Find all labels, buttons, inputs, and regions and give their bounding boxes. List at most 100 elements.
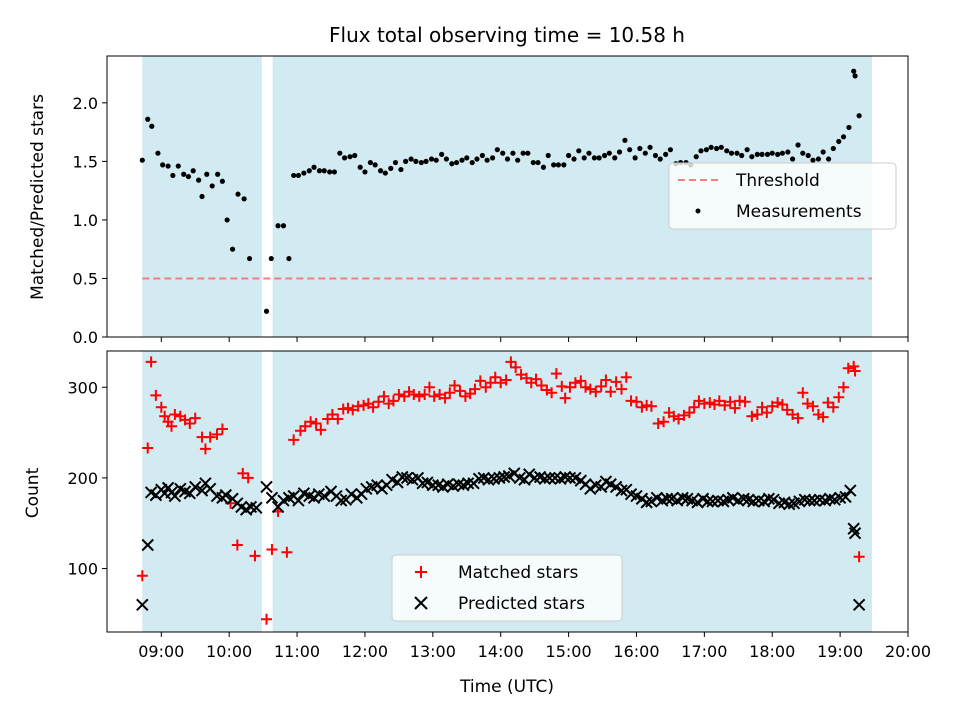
- measurement-point: [576, 148, 582, 154]
- measurement-point: [647, 144, 653, 150]
- matched-star-point: [454, 385, 466, 397]
- measurement-point: [337, 150, 343, 156]
- predicted-star-point: [497, 470, 511, 484]
- y-tick-label: 100: [67, 560, 98, 579]
- measurement-point: [224, 217, 230, 223]
- matched-star-point: [367, 401, 379, 413]
- measurement-point: [464, 155, 470, 161]
- matched-star-point: [249, 550, 261, 562]
- measurement-point: [785, 149, 791, 155]
- matched-star-point: [474, 375, 486, 387]
- legend-count: Matched stars Predicted stars: [391, 554, 623, 622]
- measurement-point: [235, 191, 241, 197]
- predicted-star-point: [523, 468, 536, 481]
- matched-star-point: [652, 418, 664, 430]
- predicted-star-point: [691, 496, 704, 509]
- matched-star-point: [807, 400, 819, 412]
- measurement-point: [642, 150, 648, 156]
- measurement-point: [612, 155, 618, 161]
- matched-star-point: [610, 376, 622, 388]
- predicted-star-point: [416, 477, 429, 490]
- x-axis-label: Time (UTC): [459, 677, 554, 697]
- measurement-point: [382, 170, 388, 176]
- matched-star-point: [569, 377, 581, 389]
- measurement-point: [219, 178, 225, 184]
- predicted-star-point: [538, 472, 552, 486]
- measurement-point: [571, 156, 577, 162]
- matched-star-point: [636, 401, 648, 413]
- matched-star-point: [145, 356, 157, 368]
- predicted-star-point: [219, 488, 232, 502]
- measurement-point: [494, 147, 500, 153]
- measurement-point: [327, 169, 333, 175]
- x-tick-label: 15:00: [546, 642, 592, 661]
- matched-star-point: [211, 428, 223, 440]
- matched-star-point: [772, 397, 784, 409]
- y-tick-label: 1.5: [73, 152, 98, 171]
- predicted-star-point: [345, 488, 358, 501]
- measurement-point: [840, 134, 847, 140]
- measurement-point: [815, 156, 821, 162]
- measurement-point: [775, 151, 781, 157]
- measurement-point: [540, 164, 547, 170]
- matched-star-point: [546, 387, 558, 399]
- measurement-point: [825, 156, 832, 162]
- predicted-star-point: [844, 484, 857, 497]
- measurement-point: [769, 150, 775, 156]
- predicted-star-point: [767, 493, 780, 506]
- measurement-point: [596, 155, 602, 161]
- x-tick-label: 10:00: [206, 642, 252, 661]
- matched-star-point: [842, 362, 854, 374]
- predicted-star-point: [136, 598, 149, 612]
- measurement-point: [275, 223, 281, 229]
- measurement-point: [316, 168, 323, 174]
- measurement-point: [728, 150, 735, 156]
- x-tick-label: 11:00: [274, 642, 320, 661]
- matched-star-point: [373, 396, 385, 408]
- measurement-point: [403, 158, 409, 164]
- predicted-star-point: [701, 495, 714, 508]
- measurement-point: [830, 145, 836, 152]
- matched-star-point: [505, 356, 517, 368]
- matched-star-point: [449, 379, 461, 391]
- measurement-point: [229, 246, 236, 252]
- matched-star-point: [169, 408, 181, 420]
- predicted-star-point: [848, 526, 862, 540]
- x-tick-label: 18:00: [749, 642, 795, 661]
- matched-star-point: [550, 368, 562, 380]
- measurement-point: [846, 124, 852, 131]
- measurement-point: [504, 156, 511, 162]
- matched-star-point: [428, 390, 440, 402]
- measurement-point: [443, 156, 450, 162]
- matched-star-point: [510, 361, 522, 373]
- measurement-point: [698, 148, 704, 154]
- legend-predicted-swatch: [414, 596, 428, 610]
- measurement-point: [724, 148, 730, 154]
- predicted-star-point: [609, 480, 623, 494]
- measurement-point: [388, 165, 394, 171]
- measurement-point: [510, 150, 516, 156]
- predicted-star-point: [543, 471, 556, 485]
- measurement-point: [209, 183, 215, 189]
- matched-star-point: [605, 386, 617, 398]
- matched-star-point: [393, 389, 405, 401]
- matched-star-point: [439, 392, 451, 404]
- predicted-star-point: [426, 478, 440, 492]
- matched-star-point: [136, 570, 148, 582]
- matched-star-point: [199, 443, 211, 455]
- measurement-point: [851, 68, 857, 74]
- measurement-point: [165, 163, 171, 169]
- x-tick-label: 13:00: [410, 642, 456, 661]
- measurement-point: [520, 150, 526, 156]
- matched-star-point: [756, 401, 768, 413]
- measurement-point: [263, 308, 270, 314]
- measurement-point: [734, 150, 740, 156]
- matched-star-point: [485, 377, 497, 389]
- measurement-point: [500, 150, 506, 156]
- matched-star-point: [266, 544, 278, 556]
- x-tick-label: 19:00: [817, 642, 863, 661]
- y-tick-label: 0.0: [73, 328, 98, 347]
- legend-predicted-label: Predicted stars: [458, 594, 585, 614]
- y-tick-label: 1.0: [73, 211, 98, 230]
